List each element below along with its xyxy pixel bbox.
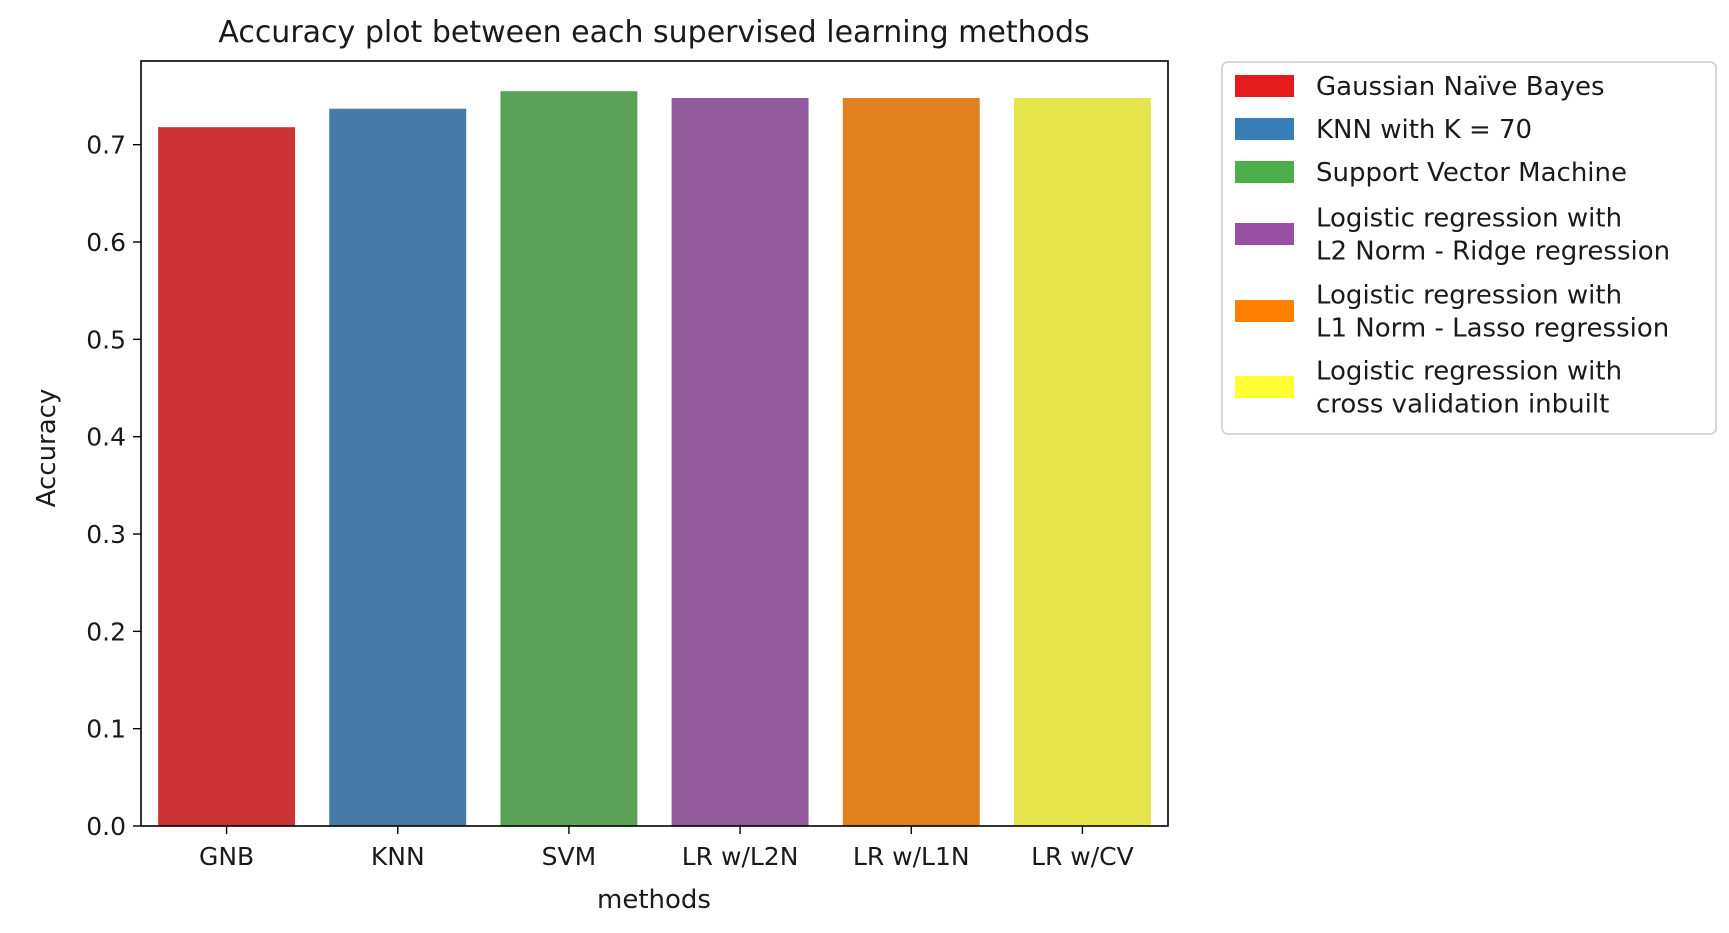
legend-swatch — [1235, 376, 1294, 398]
legend-swatch — [1235, 223, 1294, 245]
bar-lr-w-cv — [1013, 97, 1151, 827]
bar-svm — [500, 91, 638, 827]
legend-label: Logistic regression with — [1316, 281, 1622, 311]
legend: Gaussian Naïve Bayes KNN with K = 70 Suppo… — [1221, 61, 1717, 435]
legend-label: cross validation inbuilt — [1316, 390, 1609, 420]
legend-label: Gaussian Naïve Bayes — [1316, 72, 1605, 102]
legend-label: KNN with K = 70 — [1316, 115, 1532, 145]
legend-item: Gaussian Naïve Bayes — [1235, 72, 1605, 102]
y-tick-label: 0.3 — [86, 520, 126, 549]
legend-label: L1 Norm - Lasso regression — [1316, 314, 1669, 344]
y-tick-label: 0.2 — [86, 617, 126, 646]
x-tick-label: KNN — [371, 842, 425, 871]
legend-label: Logistic regression with — [1316, 357, 1622, 387]
y-tick-label: 0.5 — [86, 325, 126, 354]
plot-frame — [140, 60, 1169, 827]
y-tick-label: 0.0 — [86, 812, 126, 841]
legend-swatch — [1235, 300, 1294, 322]
x-axis-label: methods — [597, 885, 711, 915]
x-tick-label: LR w/CV — [1031, 842, 1134, 871]
x-tick-label: GNB — [199, 842, 254, 871]
legend-label: L2 Norm - Ridge regression — [1316, 237, 1670, 267]
bars-layer — [158, 91, 1151, 827]
x-tick-label: LR w/L2N — [682, 842, 799, 871]
y-tick-label: 0.1 — [86, 715, 126, 744]
y-tick-label: 0.4 — [86, 423, 126, 452]
legend-label: Logistic regression with — [1316, 204, 1622, 234]
legend-label: Support Vector Machine — [1316, 158, 1627, 188]
x-tick-label: SVM — [542, 842, 597, 871]
legend-item: Support Vector Machine — [1235, 158, 1627, 188]
chart-title: Accuracy plot between each supervised le… — [218, 15, 1089, 50]
y-tick-label: 0.7 — [86, 131, 126, 160]
y-axis-label: Accuracy — [32, 389, 62, 508]
bar-gnb — [158, 127, 296, 827]
bar-knn — [329, 108, 467, 826]
x-tick-label: LR w/L1N — [853, 842, 970, 871]
legend-swatch — [1235, 118, 1294, 140]
bar-lr-w-l1n — [842, 97, 980, 827]
legend-frame — [1221, 61, 1717, 435]
ticks-layer: GNB KNN SVM LR w/L2N LR w/L1N LR w/CV 0.0 0.1 0.… — [86, 131, 1134, 871]
legend-item: KNN with K = 70 — [1235, 115, 1532, 145]
legend-swatch — [1235, 75, 1294, 97]
y-tick-label: 0.6 — [86, 228, 126, 257]
legend-swatch — [1235, 161, 1294, 183]
bar-lr-w-l2n — [671, 97, 809, 827]
